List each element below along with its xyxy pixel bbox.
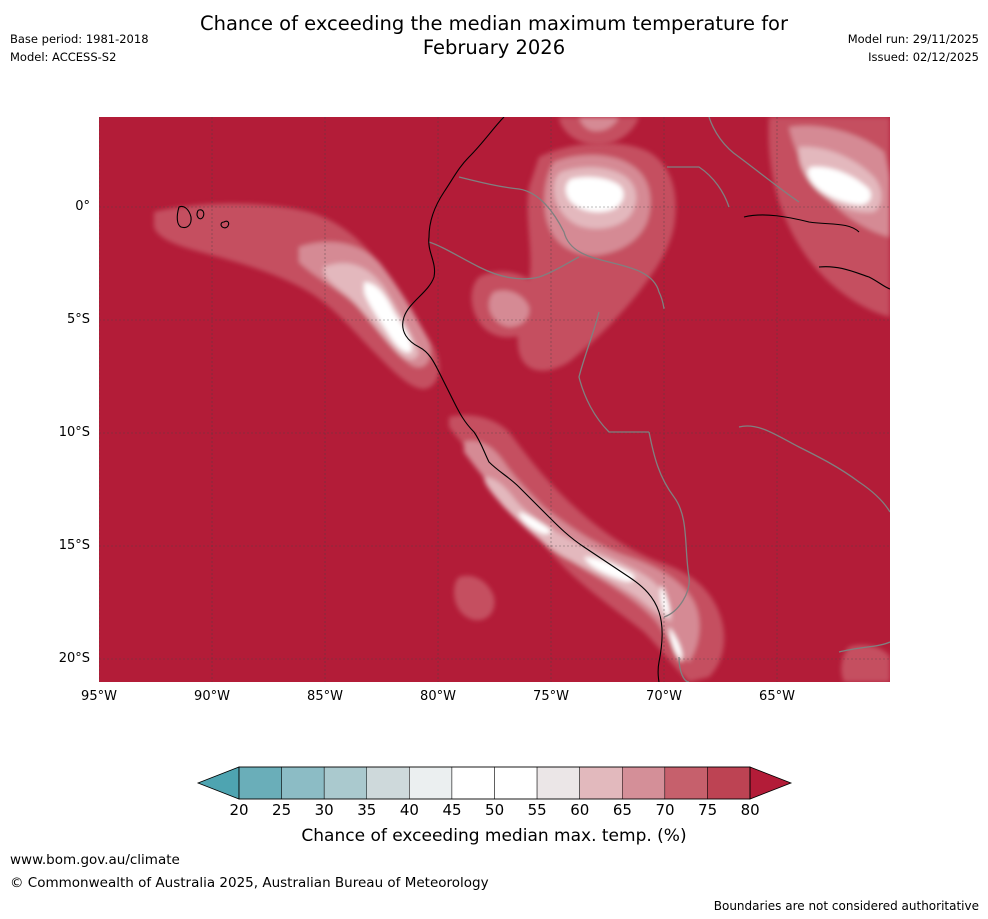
colorbar-label: Chance of exceeding median max. temp. (%… [301,826,687,846]
coastlines [176,117,890,682]
website-link[interactable]: www.bom.gov.au/climate [10,852,180,868]
colorbar-tick-45: 45 [442,801,462,819]
colorbar-tick-65: 65 [612,801,632,819]
scattered-patches [454,117,890,682]
colorbar-tick-35: 35 [357,801,377,819]
colorbar-swatch [579,766,623,800]
lon-tick-95w: 95°W [81,689,117,704]
colorbar-tick-55: 55 [527,801,547,819]
colorbar-tick-25: 25 [272,801,292,819]
colorbar-swatch [707,766,751,800]
colorbar [196,766,793,800]
meta-right: Model run: 29/11/2025 Issued: 02/12/2025 [848,30,979,66]
colorbar-swatch [664,766,708,800]
title-line-1: Chance of exceeding the median maximum t… [199,12,789,35]
colorbar-tick-70: 70 [655,801,675,819]
colorbar-swatches [238,766,751,800]
colorbar-swatch [451,766,495,800]
lat-tick-5s: 5°S [66,312,90,327]
temperature-map [99,117,890,682]
map-background [99,117,890,682]
lon-tick-90w: 90°W [194,689,230,704]
colorbar-swatch [238,766,282,800]
colorbar-tick-50: 50 [485,801,505,819]
colorbar-swatch [536,766,580,800]
lon-tick-85w: 85°W [307,689,343,704]
colorbar-swatch [409,766,453,800]
map-title: Chance of exceeding the median maximum t… [0,12,988,60]
colorbar-tick-30: 30 [314,801,334,819]
colorbar-swatch [366,766,410,800]
colorbar-low-arrow [196,766,240,800]
colorbar-swatch [323,766,367,800]
disclaimer-text: Boundaries are not considered authoritat… [713,899,979,913]
country-boundaries [428,117,890,682]
model-run-text: Model run: 29/11/2025 [847,32,979,46]
model-text: Model: ACCESS-S2 [10,50,117,64]
base-period-text: Base period: 1981-2018 [10,32,149,46]
colorbar-high-arrow [749,766,793,800]
lat-tick-15s: 15°S [58,538,90,553]
colorbar-swatch [281,766,325,800]
title-line-2: February 2026 [422,36,566,59]
colorbar-tick-60: 60 [570,801,590,819]
colorbar-tick-40: 40 [399,801,419,819]
colorbar-frame [238,766,751,800]
colorbar-swatch [622,766,666,800]
colorbar-tick-80: 80 [740,801,760,819]
lat-tick-10s: 10°S [58,425,90,440]
colorbar-tick-75: 75 [698,801,718,819]
lon-tick-65w: 65°W [759,689,795,704]
lon-tick-75w: 75°W [533,689,569,704]
copyright-text: © Commonwealth of Australia 2025, Austra… [10,875,489,891]
colorbar-swatch [494,766,538,800]
colorbar-tick-20: 20 [229,801,249,819]
colombia-plume [471,142,676,371]
issued-text: Issued: 02/12/2025 [868,50,979,64]
lon-tick-80w: 80°W [420,689,456,704]
lat-tick-0: 0° [75,199,90,214]
northeast-plume [768,117,890,317]
meta-left: Base period: 1981-2018 Model: ACCESS-S2 [10,30,149,66]
lon-tick-70w: 70°W [646,689,682,704]
lat-tick-20s: 20°S [58,651,90,666]
galapagos-plume [154,203,440,389]
